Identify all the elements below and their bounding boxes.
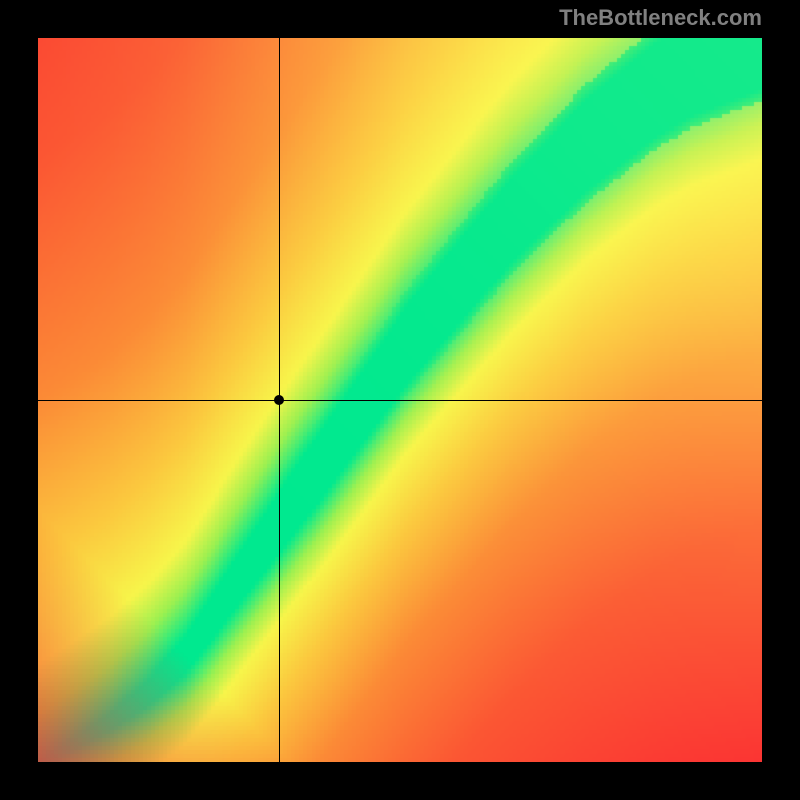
heatmap-plot xyxy=(38,38,762,762)
crosshair-marker xyxy=(274,395,284,405)
chart-container: TheBottleneck.com xyxy=(0,0,800,800)
crosshair-horizontal xyxy=(38,400,762,401)
watermark-text: TheBottleneck.com xyxy=(559,5,762,31)
